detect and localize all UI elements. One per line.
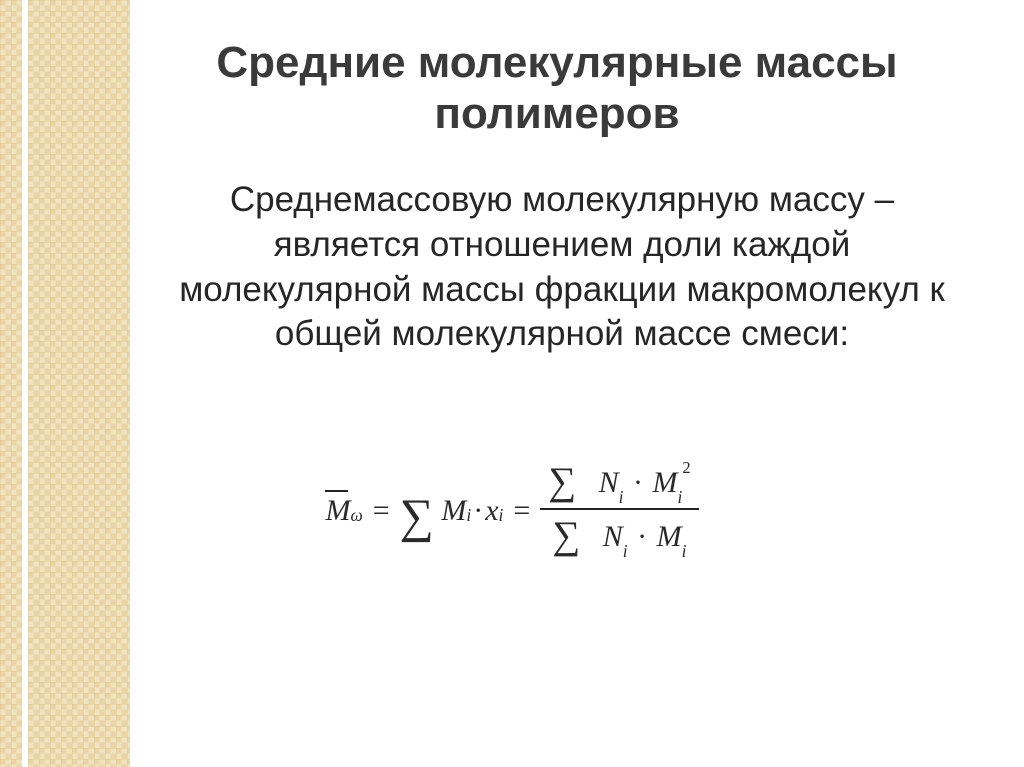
den-M-sub: i <box>682 541 687 561</box>
rhs-numerator: ∑ Ni · Mi2 <box>540 456 698 508</box>
den-N-sub: i <box>623 541 628 561</box>
mid-x-sub: i <box>499 505 504 526</box>
num-M-sub: i <box>677 487 682 507</box>
formula-lhs-M: M <box>325 494 350 527</box>
sigma-1: ∑ <box>400 493 434 541</box>
num-dot: · <box>631 466 645 499</box>
left-border-outer <box>0 0 22 767</box>
den-sigma: ∑ <box>552 514 580 557</box>
num-M: M <box>652 466 677 499</box>
den-M: M <box>657 520 682 553</box>
equals-2: = <box>503 494 540 528</box>
formula-region: M ω = ∑ Mi · xi = ∑ Ni · Mi2 ∑ <box>0 458 1024 564</box>
left-border-inner <box>28 0 130 767</box>
rhs-fraction: ∑ Ni · Mi2 ∑ Ni · Mi <box>540 456 698 562</box>
num-sigma: ∑ <box>548 460 576 503</box>
slide: Средние молекулярные массы полимеров Сре… <box>0 0 1024 767</box>
num-M-sup: 2 <box>682 458 690 477</box>
slide-body-text: Среднемассовую молекулярную массу – явля… <box>160 178 964 357</box>
formula-lhs-mbar: M <box>325 494 350 528</box>
formula-lhs-sub: ω <box>350 505 362 526</box>
mid-M-sub: i <box>466 505 471 526</box>
rhs-denominator: ∑ Ni · Mi <box>544 510 694 562</box>
formula: M ω = ∑ Mi · xi = ∑ Ni · Mi2 ∑ <box>325 458 698 564</box>
equals-1: = <box>363 494 400 528</box>
mid-x: x <box>485 494 498 528</box>
num-N: N <box>599 466 619 499</box>
slide-title: Средние молекулярные массы полимеров <box>130 38 984 139</box>
den-dot: · <box>635 520 649 553</box>
den-N: N <box>603 520 623 553</box>
mid-M: M <box>441 494 466 528</box>
num-N-sub: i <box>619 487 624 507</box>
mid-dot: · <box>471 494 485 528</box>
